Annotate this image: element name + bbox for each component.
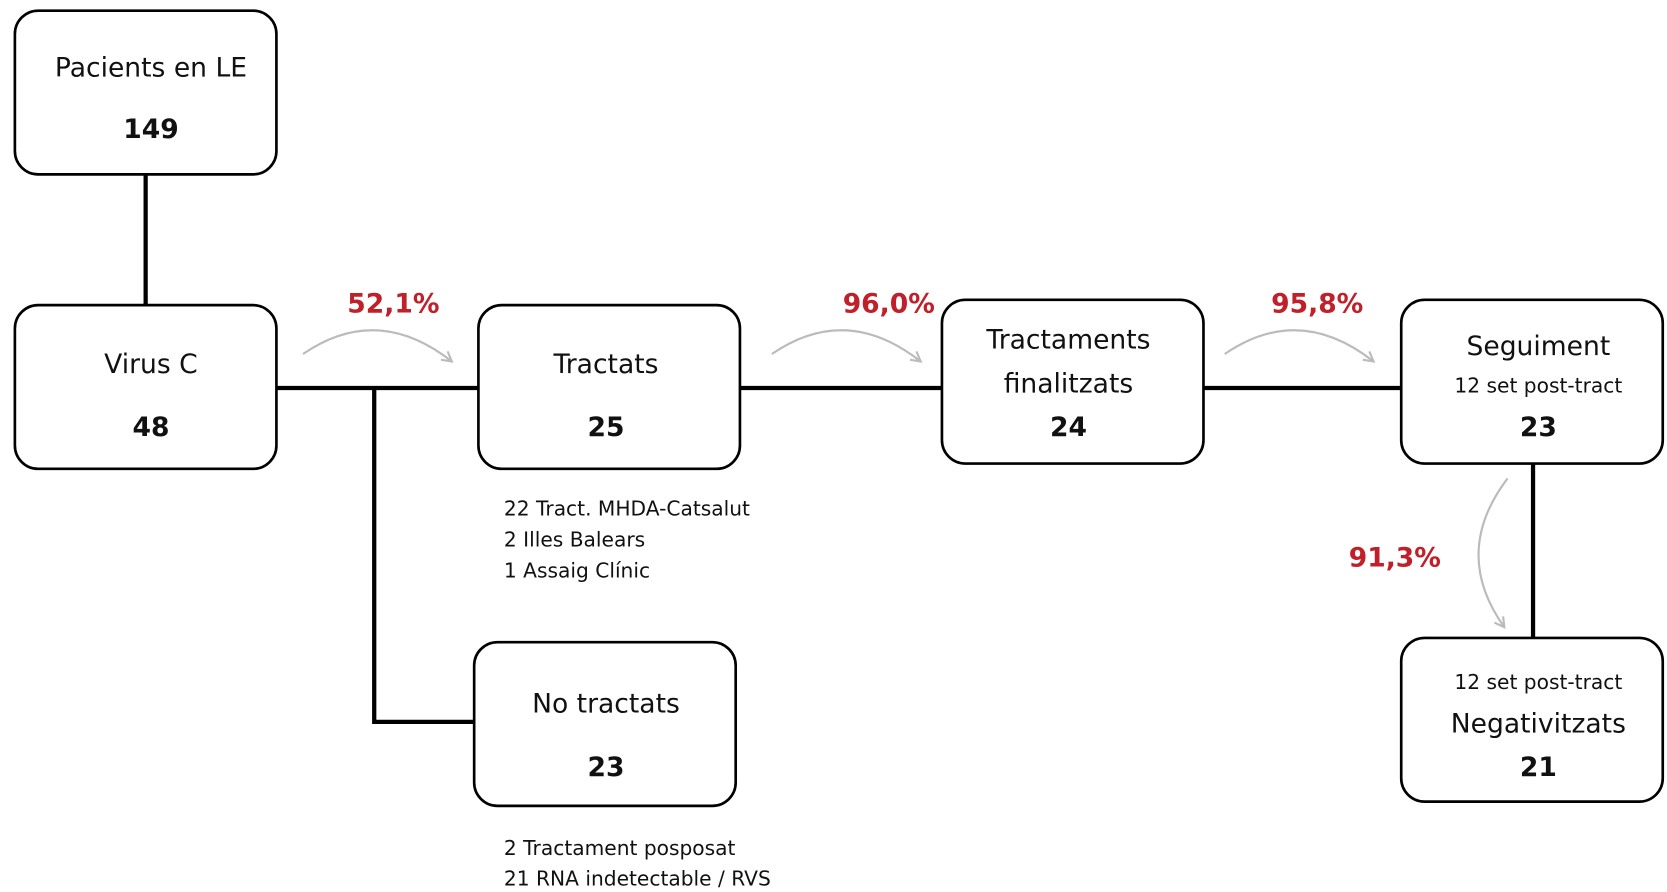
node-sublabel: 12 set post-tract	[1454, 373, 1622, 397]
arrow	[771, 329, 921, 361]
percentage: 52,1%	[347, 289, 439, 320]
node-label: Pacients en LE	[55, 53, 247, 84]
arrow	[302, 329, 452, 361]
node: 12 set post-tract Negativitzats 21	[1399, 636, 1665, 803]
connectors	[143, 174, 1536, 725]
node-box	[1399, 298, 1665, 465]
percentage: 91,3%	[1349, 543, 1441, 574]
note: 22 Tract. MHDA-Catsalut	[504, 497, 750, 521]
arrow	[1224, 329, 1374, 361]
node: Virus C 48	[13, 303, 278, 471]
connector	[372, 388, 475, 725]
node-label: finalitzats	[1004, 368, 1134, 399]
node-box	[13, 303, 278, 471]
node-value: 48	[132, 412, 169, 443]
node-label: No tractats	[532, 688, 680, 719]
node-value: 24	[1050, 412, 1087, 443]
node: No tractats 23	[472, 640, 738, 808]
node-box	[13, 9, 278, 176]
arrow	[1477, 477, 1509, 627]
node-box	[940, 298, 1205, 465]
node-label: Tractats	[552, 349, 658, 380]
node-value: 149	[123, 114, 178, 145]
note: 21 RNA indetectable / RVS	[504, 867, 771, 891]
node: Tractats 25	[477, 303, 742, 471]
node-label: Virus C	[104, 349, 198, 380]
node-box	[472, 640, 738, 808]
note: 2 Illes Balears	[504, 527, 645, 551]
note: 1 Assaig Clínic	[504, 558, 650, 582]
note: 2 Tractament posposat	[504, 836, 736, 860]
node: Pacients en LE 149	[13, 9, 278, 176]
node-sublabel: 12 set post-tract	[1454, 670, 1622, 694]
node-label: Negativitzats	[1451, 709, 1626, 740]
percentage: 96,0%	[843, 289, 935, 320]
node: Tractaments finalitzats 24	[940, 298, 1205, 465]
node: Seguiment 12 set post-tract 23	[1399, 298, 1665, 465]
node-value: 21	[1520, 752, 1557, 783]
arrows	[302, 329, 1509, 627]
node-box	[1399, 636, 1665, 803]
node-label: Tractaments	[985, 325, 1150, 356]
node-label: Seguiment	[1466, 331, 1610, 362]
node-value: 25	[588, 412, 625, 443]
node-value: 23	[588, 752, 625, 783]
node-value: 23	[1520, 412, 1557, 443]
node-box	[477, 303, 742, 471]
percentage: 95,8%	[1271, 289, 1363, 320]
